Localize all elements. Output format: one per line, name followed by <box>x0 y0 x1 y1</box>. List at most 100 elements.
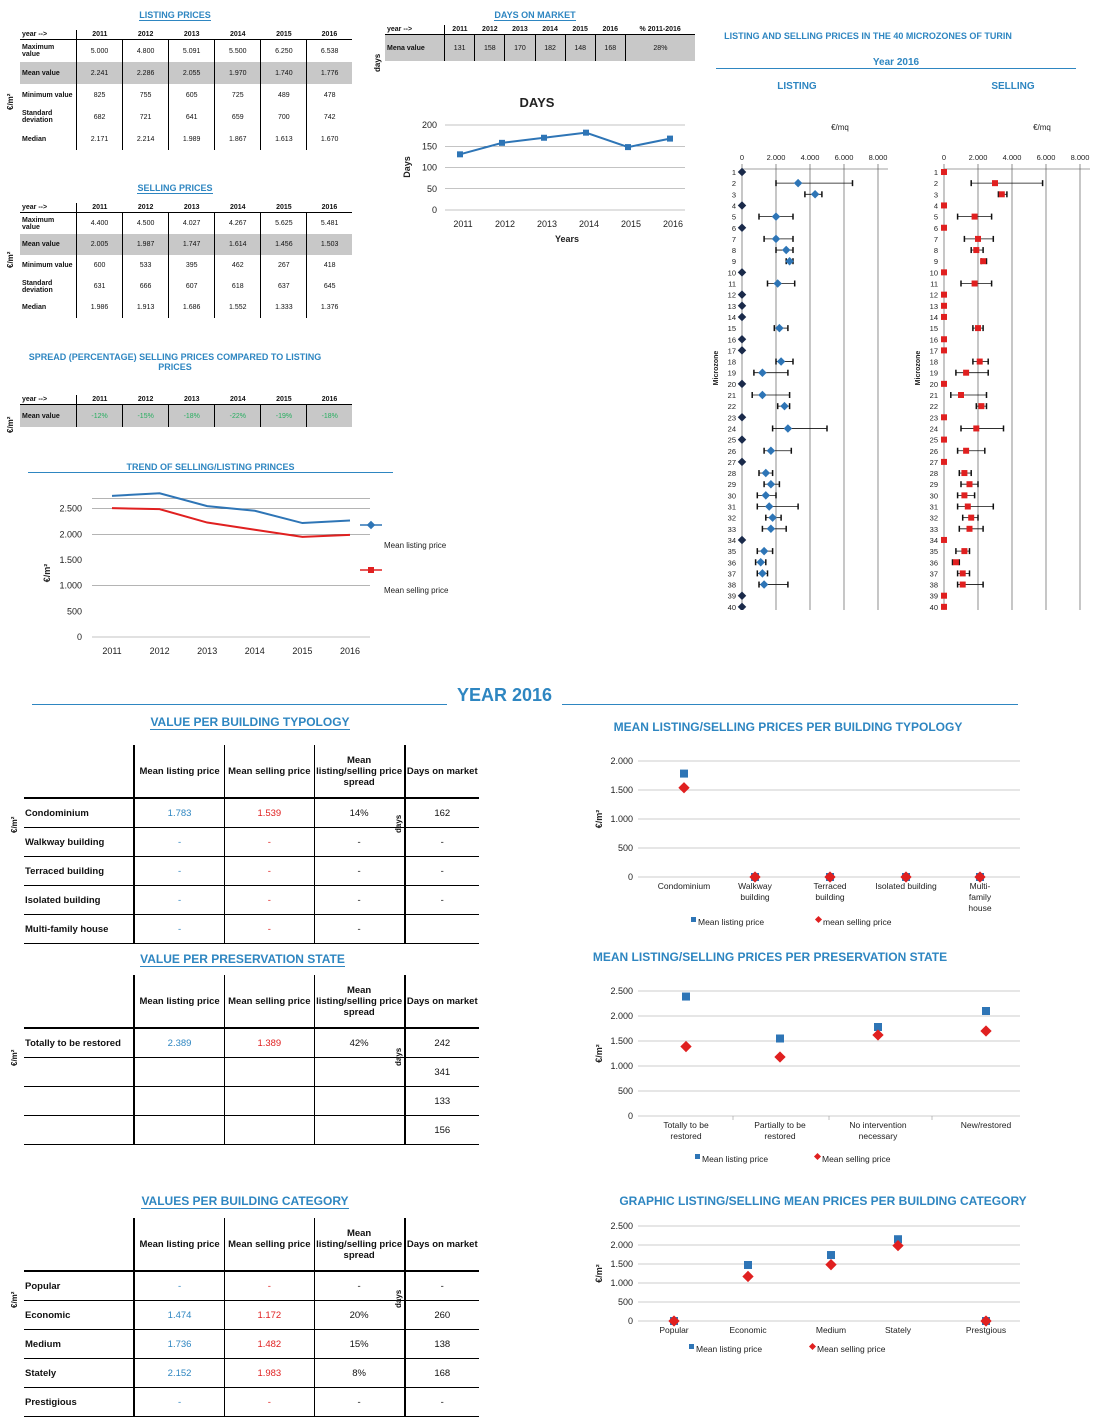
year-header-2014: 2014 <box>214 395 261 405</box>
table-cell: 1.747 <box>168 234 215 255</box>
zone-mean-point <box>971 213 978 220</box>
listing-price-cell: - <box>134 1387 225 1417</box>
x-tick-label: 2011 <box>102 646 121 656</box>
x-tick-label: 2014 <box>245 646 265 656</box>
zone-label: 24 <box>728 424 736 433</box>
zone-label: 1 <box>732 168 736 177</box>
y-tick-label: 1.000 <box>59 581 82 591</box>
row-label: Popular <box>24 1271 136 1301</box>
zone-label: 15 <box>728 324 736 333</box>
zone-mean-point <box>976 358 983 365</box>
zone-mean-point <box>737 602 747 610</box>
zone-label: 34 <box>930 536 938 545</box>
x-tick-label: restored <box>764 1131 795 1141</box>
table-cell: 742 <box>306 106 352 128</box>
y-tick-label: 1.000 <box>610 1061 633 1071</box>
x-tick-label: 0 <box>942 153 946 162</box>
zone-label: 18 <box>728 358 736 367</box>
table-cell: 641 <box>168 106 215 128</box>
row-label: Standard deviation <box>22 110 53 124</box>
zone-mean-point <box>941 291 947 298</box>
y-tick-label: 200 <box>422 120 437 130</box>
x-tick-label: 2.000 <box>767 153 786 162</box>
category-table: Mean listing price Mean selling price Mean… <box>24 1218 479 1417</box>
zone-label: 25 <box>728 436 736 445</box>
legend-marker <box>695 1154 700 1159</box>
zone-mean-point <box>973 425 980 432</box>
zone-label: 9 <box>934 257 938 266</box>
x-tick-label: 8.000 <box>1071 153 1090 162</box>
selling-price-cell: - <box>224 1387 315 1417</box>
y-tick-label: 2.000 <box>610 756 633 766</box>
zone-label: 2 <box>934 179 938 188</box>
selling-price-cell: - <box>224 827 315 857</box>
zone-label: 28 <box>728 469 736 478</box>
micro-unit-label: €/mq <box>831 123 849 132</box>
zone-mean-point <box>756 558 765 567</box>
year-header-2012: 2012 <box>474 25 505 35</box>
category-days-unit: days <box>394 1289 403 1308</box>
table-cell: 158 <box>474 34 505 61</box>
year-header-2014: 2014 <box>535 25 566 35</box>
zone-mean-point <box>941 269 947 276</box>
x-tick-label: Prestgious <box>966 1325 1006 1335</box>
y-tick-label: 500 <box>618 1086 633 1096</box>
table-cell: 2.286 <box>122 62 169 84</box>
table-cell: 478 <box>306 84 352 106</box>
table-cell: 1.613 <box>260 128 307 150</box>
y-axis-label: €/m² <box>594 1264 604 1283</box>
table-cell: 1.552 <box>214 297 261 318</box>
column-header: Mean selling price <box>224 745 315 799</box>
category-chart: 0 500 1.000 1.500 2.000 2.500 €/m² Popular Econo… <box>594 1221 1020 1354</box>
zone-mean-point <box>941 436 947 443</box>
spread-cell <box>314 1115 406 1145</box>
selling-unit-label: €/m² <box>6 251 15 268</box>
year-header-2012: 2012 <box>122 30 169 40</box>
zone-mean-point <box>781 245 791 255</box>
row-label: Median <box>22 135 47 143</box>
x-tick-label: 6.000 <box>835 153 854 162</box>
y-tick-label: 500 <box>67 606 82 616</box>
trend-series-line <box>111 492 351 525</box>
y-tick-label: 1.500 <box>610 1259 633 1269</box>
y-tick-label: 2.500 <box>610 1221 633 1231</box>
zone-label: 14 <box>728 313 736 322</box>
zone-label: 25 <box>930 436 938 445</box>
zone-label: 16 <box>930 335 938 344</box>
zone-label: 23 <box>930 413 938 422</box>
spread-cell: 15% <box>314 1329 406 1359</box>
y-tick-label: 0 <box>77 632 82 642</box>
zone-label: 31 <box>728 503 736 512</box>
y-tick-label: 1.000 <box>610 814 633 824</box>
category-chart-title: GRAPHIC LISTING/SELLING MEAN PRICES PER … <box>619 1194 1027 1208</box>
year-header-2012: 2012 <box>122 395 169 405</box>
zone-mean-point <box>764 502 774 511</box>
microzone-listing-chart: €/mq0 2.000 4.000 6.000 8.000Microzone123456… <box>713 123 888 610</box>
x-tick-label: 0 <box>740 153 744 162</box>
row-label: Multi-family house <box>24 914 136 944</box>
zone-mean-point <box>737 535 747 545</box>
days-on-market-table: year --> 2011 2012 2013 2014 2015 2016% 2011-2… <box>385 25 695 61</box>
zone-mean-point <box>758 569 767 578</box>
zone-mean-point <box>758 368 767 377</box>
micro-unit-label: €/mq <box>1033 123 1051 132</box>
selling-point <box>980 1315 992 1327</box>
zone-label: 3 <box>934 190 938 199</box>
days-series-line <box>459 131 671 156</box>
zone-label: 22 <box>930 402 938 411</box>
selling-point <box>680 1040 692 1053</box>
legend-label: Mean selling price <box>384 586 449 595</box>
spread-cell: - <box>314 885 406 915</box>
x-tick-label: 2012 <box>150 646 170 656</box>
zone-mean-point <box>980 258 987 265</box>
zone-label: 17 <box>930 346 938 355</box>
listing-price-cell: - <box>134 856 225 886</box>
table-cell: 4.267 <box>214 212 261 234</box>
y-tick-label: 1.500 <box>610 1036 633 1046</box>
year-header-2011: 2011 <box>443 25 475 35</box>
days-cell: 242 <box>403 1028 479 1058</box>
column-header: Mean listing price <box>134 745 225 799</box>
row-label: Isolated building <box>24 885 136 915</box>
microzone-year: Year 2016 <box>716 57 1076 69</box>
table-cell: 825 <box>75 84 123 106</box>
